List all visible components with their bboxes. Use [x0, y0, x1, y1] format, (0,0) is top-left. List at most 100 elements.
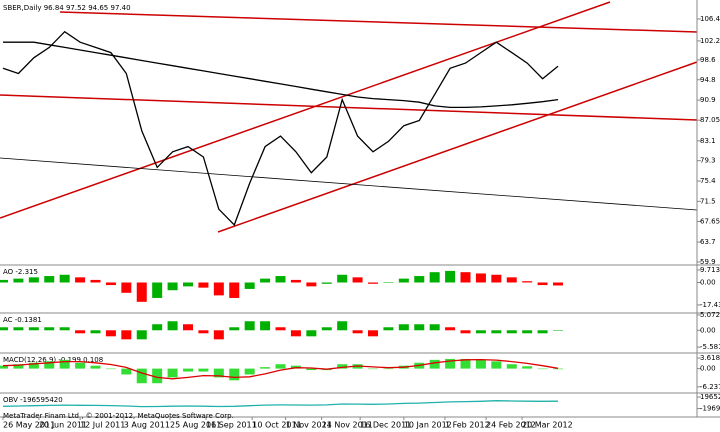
bar [59, 274, 70, 283]
y-tick-label: -196918 [700, 405, 720, 413]
y-tick-label: 5.0722 [700, 311, 720, 319]
x-tick-label: 16 Sep 2011 [206, 421, 257, 430]
bar [152, 282, 163, 298]
bar [28, 327, 39, 331]
bar [0, 279, 8, 283]
y-tick-label: 71.5 [700, 197, 716, 205]
bar [553, 368, 563, 370]
bar [337, 364, 348, 369]
y-tick-label: 98.6 [700, 56, 716, 64]
line [2, 400, 559, 408]
bar [90, 365, 101, 369]
trend-line [59, 11, 698, 33]
y-tick-label: 196521 [700, 393, 720, 401]
bar [368, 330, 378, 337]
bar [44, 361, 55, 369]
x-tick-label: 26 May 2011 [3, 421, 55, 430]
y-tick-label: 79.3 [700, 157, 716, 165]
bar [213, 330, 224, 340]
trend-line [0, 1, 611, 219]
bar [522, 366, 533, 369]
trend-line [0, 157, 698, 211]
y-tick-label: 87.05 [700, 116, 720, 124]
trend-line [217, 61, 698, 233]
bar [105, 368, 116, 370]
y-tick-label: 9.7139 [700, 266, 720, 274]
bar [506, 364, 517, 369]
x-tick-label: 24 Feb 2012 [486, 421, 536, 430]
bar [537, 282, 548, 286]
bar [198, 368, 209, 372]
pane-title: AC -0.1381 [3, 316, 42, 324]
bar [105, 330, 116, 337]
bar [136, 282, 147, 302]
y-tick-label: -6.237 [700, 383, 720, 391]
bar [352, 330, 363, 334]
bar [506, 277, 517, 283]
bar [213, 282, 224, 296]
bar [152, 324, 163, 331]
bar [28, 277, 39, 283]
bar [321, 327, 332, 331]
bar [445, 327, 456, 331]
line [3, 41, 559, 109]
x-tick-label: 16 Dec 2011 [360, 421, 411, 430]
bar [121, 368, 132, 375]
bar [429, 324, 440, 331]
bar [167, 368, 178, 378]
bar [13, 364, 24, 369]
bar [383, 282, 394, 283]
bar [198, 330, 209, 334]
y-tick-label: 106.45 [700, 15, 720, 23]
bar [460, 272, 471, 283]
bar [105, 282, 116, 286]
bar [13, 278, 24, 283]
bar [244, 321, 255, 331]
y-tick-label: 94.8 [700, 76, 716, 84]
bar [152, 368, 163, 384]
bar [429, 359, 440, 369]
pane-title: AO -2.315 [3, 268, 38, 276]
bar [383, 368, 394, 370]
bar [491, 330, 502, 334]
bar [306, 368, 317, 371]
pane-title: MACD(12,26,9) -0.199 0.108 [3, 356, 103, 364]
bar [121, 282, 132, 293]
x-tick-label: 24 Nov 2011 [322, 421, 373, 430]
bar [229, 327, 240, 331]
pane-title: SBER,Daily 96.84 97.52 94.65 97.40 [3, 4, 131, 12]
bar [414, 324, 425, 331]
trend-line [0, 94, 698, 121]
y-tick-label: 3.618 [700, 354, 720, 362]
x-tick-label: 1 Feb 2012 [445, 421, 490, 430]
bar [337, 274, 348, 283]
bar [290, 330, 301, 337]
x-tick-label: 1 Nov 2011 [286, 421, 332, 430]
bar [59, 327, 70, 331]
bar [244, 368, 255, 375]
y-tick-label: -5.5812 [700, 343, 720, 351]
bar [429, 272, 440, 283]
bar [213, 368, 224, 378]
bar [198, 282, 209, 288]
y-tick-label: 102.25 [700, 37, 720, 45]
bar [13, 327, 24, 331]
bar [75, 362, 86, 369]
bar [537, 368, 548, 370]
y-tick-label: 75.4 [700, 177, 716, 185]
bar [0, 365, 8, 369]
bar [75, 277, 86, 283]
bar [445, 270, 456, 283]
bar [475, 330, 486, 334]
y-tick-label: 63.7 [700, 238, 716, 246]
bar [383, 327, 394, 331]
x-tick-label: 20 Jun 2011 [39, 421, 87, 430]
bar [275, 327, 286, 331]
x-tick-label: 12 Jul 2011 [80, 421, 125, 430]
bar [275, 276, 286, 283]
x-tick-label: 10 Oct 2011 [252, 421, 301, 430]
pane-title: OBV -196595420 [3, 396, 63, 404]
line [2, 358, 559, 380]
bar [414, 276, 425, 283]
